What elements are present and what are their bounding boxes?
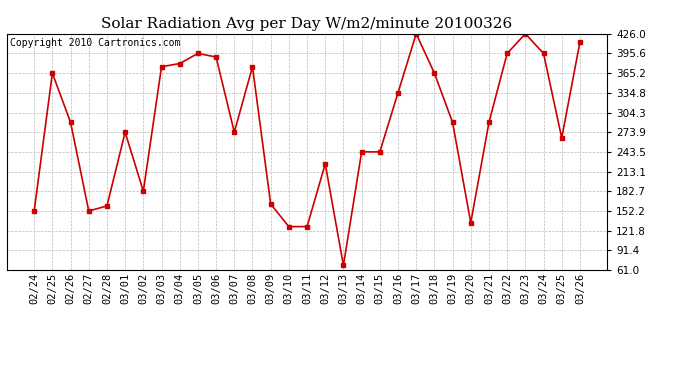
Title: Solar Radiation Avg per Day W/m2/minute 20100326: Solar Radiation Avg per Day W/m2/minute … [101, 17, 513, 31]
Text: Copyright 2010 Cartronics.com: Copyright 2010 Cartronics.com [10, 39, 180, 48]
